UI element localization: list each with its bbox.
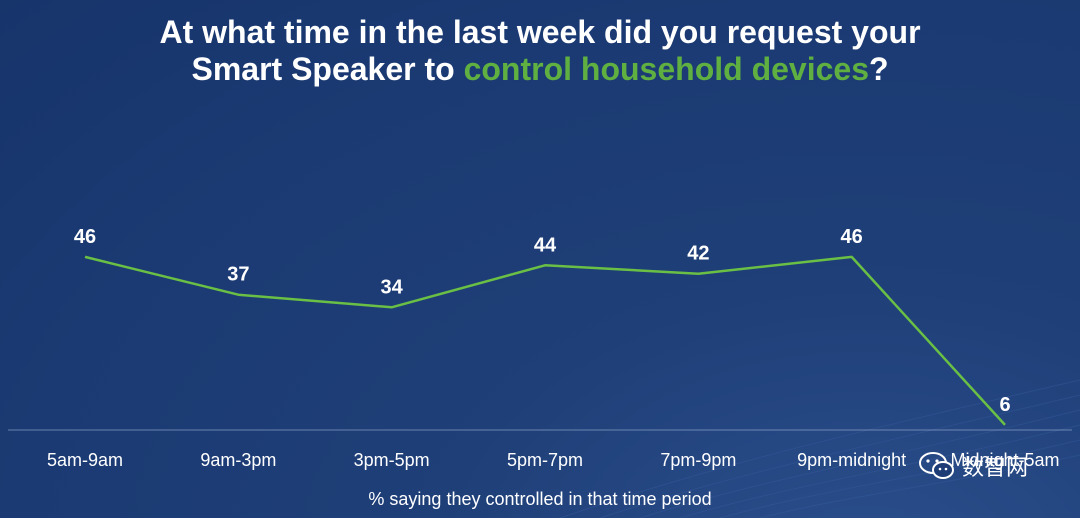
data-label: 37	[227, 264, 249, 286]
wechat-icon	[918, 450, 956, 482]
x-axis-title: % saying they controlled in that time pe…	[368, 489, 712, 509]
title-line-2-prefix: Smart Speaker to	[191, 51, 464, 87]
x-tick-label: Midnight-5am	[950, 450, 1059, 470]
data-label: 44	[534, 234, 557, 256]
data-label: 42	[687, 243, 709, 265]
watermark-text: 数智网	[962, 456, 1029, 481]
title-accent: control household devices	[463, 51, 869, 87]
x-tick-label: 3pm-5pm	[354, 450, 430, 470]
data-label: 6	[999, 394, 1010, 416]
title-line-2: Smart Speaker to control household devic…	[0, 51, 1080, 88]
watermark: 数智网	[918, 445, 1068, 487]
x-tick-label: 7pm-9pm	[660, 450, 736, 470]
x-tick-label: 5am-9am	[47, 450, 123, 470]
series-line	[84, 255, 1006, 426]
data-label: 34	[381, 276, 404, 298]
data-label: 46	[74, 226, 96, 248]
x-tick-label: 9pm-midnight	[797, 450, 906, 470]
title-line-2-suffix: ?	[868, 51, 889, 87]
data-label: 46	[841, 226, 863, 248]
x-tick-label: 9am-3pm	[200, 450, 276, 470]
chart-title: At what time in the last week did you re…	[0, 14, 1080, 88]
x-tick-label: 5pm-7pm	[507, 450, 583, 470]
title-line-1: At what time in the last week did you re…	[159, 14, 921, 50]
